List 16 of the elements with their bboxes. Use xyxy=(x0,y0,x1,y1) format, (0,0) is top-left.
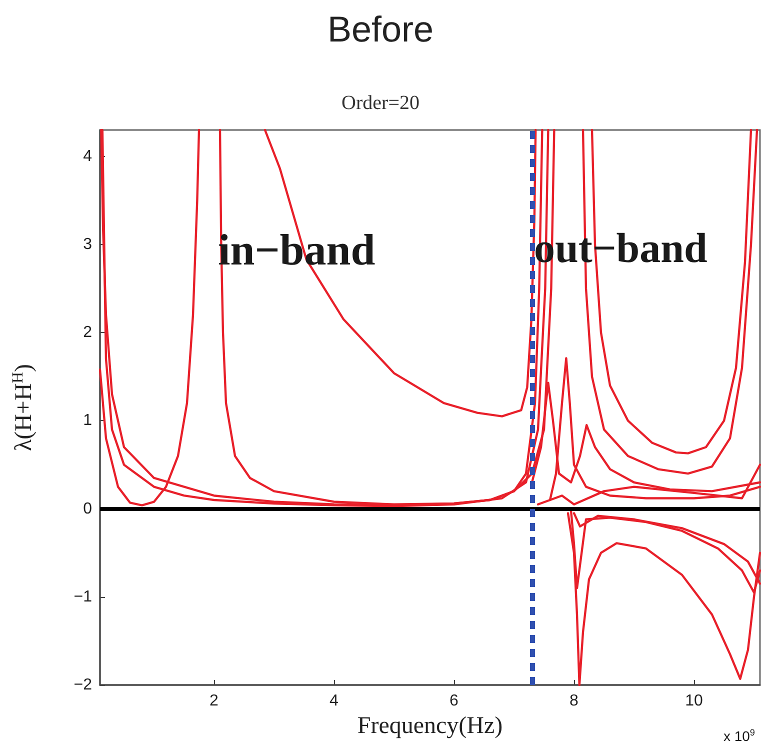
x-tick-label: 10 xyxy=(685,692,703,710)
y-tick-label: 3 xyxy=(83,236,92,254)
y-tick-label: 0 xyxy=(83,500,92,518)
x-tick-label: 4 xyxy=(330,692,339,710)
y-tick-label: −1 xyxy=(74,588,92,606)
x-tick-label: 8 xyxy=(570,692,579,710)
chart-subtitle: Order=20 xyxy=(342,92,420,114)
y-tick-label: 2 xyxy=(83,324,92,342)
chart-title: Before xyxy=(327,8,434,50)
y-axis-title: λ(H+HH) xyxy=(10,364,37,452)
x-axis-title: Frequency(Hz) xyxy=(357,712,503,739)
y-tick-label: 1 xyxy=(83,412,92,430)
x-tick-label: 6 xyxy=(450,692,459,710)
x-tick-label: 2 xyxy=(210,692,219,710)
y-tick-label: −2 xyxy=(74,676,92,694)
y-tick-label: 4 xyxy=(83,148,92,165)
